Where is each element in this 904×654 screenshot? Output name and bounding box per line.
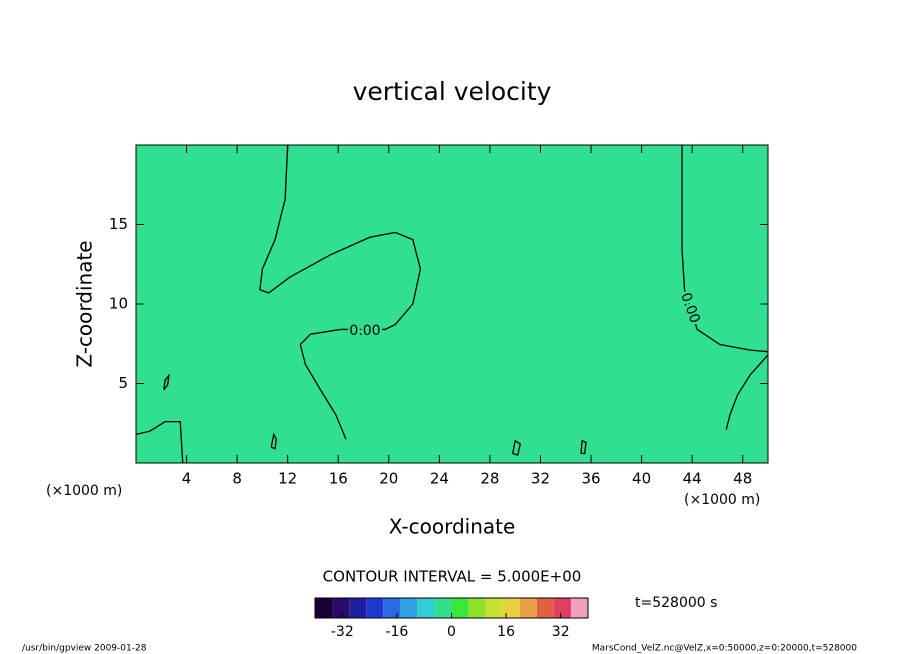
colorbar-swatch	[349, 598, 367, 618]
contour-label: 0.00	[349, 323, 380, 339]
contour-line	[681, 145, 769, 353]
field	[136, 145, 768, 463]
x-tick-label: 8	[232, 470, 242, 488]
colorbar-swatch	[485, 598, 503, 618]
colorbar-swatch	[383, 598, 401, 618]
colorbar-tick-label: 0	[447, 624, 456, 640]
colorbar-swatch	[434, 598, 452, 618]
time-label: t=528000 s	[635, 595, 717, 611]
contour-line	[512, 439, 521, 456]
colorbar-tick-label: 16	[497, 624, 515, 640]
colorbar-tick-label: -16	[385, 624, 408, 640]
chart-title: vertical velocity	[353, 77, 552, 106]
y-unit-label: (×1000 m)	[46, 483, 122, 499]
colorbar-swatch	[519, 598, 537, 618]
contour-line	[135, 421, 184, 464]
y-tick-label: 10	[109, 295, 128, 313]
contour-line	[163, 373, 170, 391]
x-tick-label: 16	[329, 470, 348, 488]
x-tick-label: 44	[683, 470, 702, 488]
colorbar-tick-label: 32	[552, 624, 570, 640]
colorbar-swatch	[502, 598, 520, 618]
colorbar-tick-label: -32	[331, 624, 354, 640]
x-tick-label: 12	[278, 470, 297, 488]
y-tick-label: 5	[118, 374, 128, 392]
colorbar-swatch	[468, 598, 486, 618]
contour-interval: CONTOUR INTERVAL = 5.000E+00	[323, 568, 582, 586]
y-axis-label: Z-coordinate	[73, 240, 97, 367]
x-tick-label: 40	[632, 470, 651, 488]
footer-left: /usr/bin/gpview 2009-01-28	[22, 644, 147, 654]
x-unit-label: (×1000 m)	[684, 492, 760, 508]
x-tick-label: 28	[480, 470, 499, 488]
x-tick-label: 20	[379, 470, 398, 488]
colorbar-swatch	[553, 598, 571, 618]
x-tick-label: 24	[430, 470, 449, 488]
colorbar-swatch	[366, 598, 384, 618]
colorbar-swatch	[570, 598, 588, 618]
colorbar-swatch	[400, 598, 418, 618]
colorbar-swatch	[332, 598, 350, 618]
colorbar-swatch	[451, 598, 469, 618]
x-tick-label: 48	[733, 470, 752, 488]
contour-line	[725, 354, 769, 430]
colorbar-swatch	[315, 598, 333, 618]
y-tick-label: 15	[109, 215, 128, 233]
contour-line	[259, 144, 422, 440]
contour-line	[270, 432, 277, 450]
x-axis-label: X-coordinate	[389, 515, 516, 539]
colorbar-swatch	[536, 598, 554, 618]
footer-right: MarsCond_VelZ.nc@VelZ,x=0:50000,z=0:2000…	[592, 644, 857, 654]
x-tick-label: 32	[531, 470, 550, 488]
contour-line	[580, 439, 587, 455]
colorbar-swatch	[417, 598, 435, 618]
x-tick-label: 4	[182, 470, 192, 488]
x-tick-label: 36	[581, 470, 600, 488]
